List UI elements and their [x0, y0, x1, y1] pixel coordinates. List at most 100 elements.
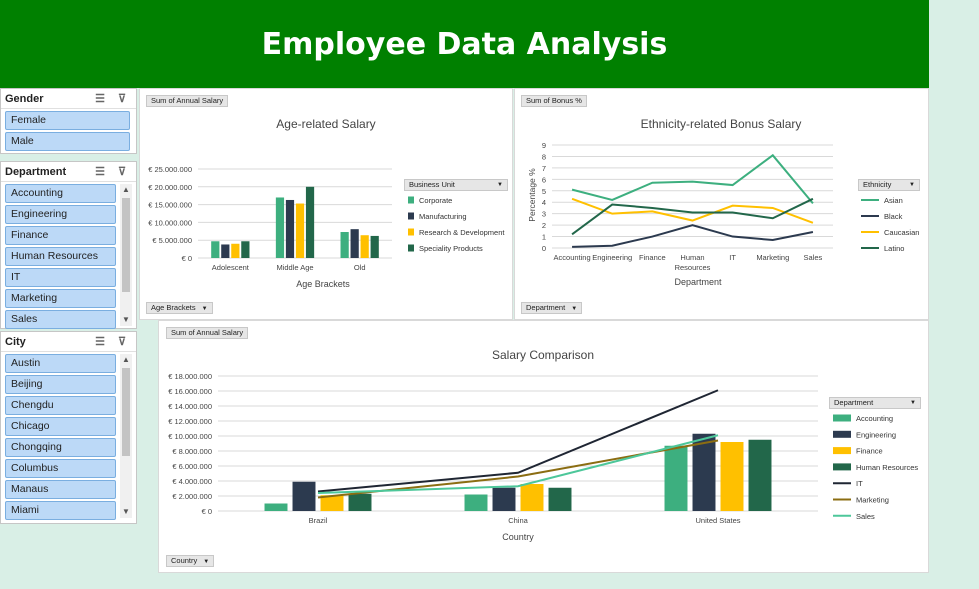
title-banner: Employee Data Analysis — [0, 0, 929, 88]
line-it — [317, 389, 719, 493]
slicer-item-finance[interactable]: Finance — [5, 226, 116, 245]
ethnicity-bonus-chart: Ethnicity-related Bonus Salary 0 1 2 3 4 5 6 7 8 9… — [527, 117, 919, 287]
slicer-item-female[interactable]: Female — [5, 111, 130, 130]
legend-label-engineering: Engineering — [856, 430, 896, 439]
legend-field-button[interactable]: Department ▼ — [829, 397, 921, 409]
slicer-items: Female Male — [1, 109, 136, 151]
bar-finance-united-states — [720, 442, 744, 511]
clear-filter-icon[interactable]: ⊽ — [117, 92, 127, 105]
slicer-item-it[interactable]: IT — [5, 268, 116, 287]
y-tick-label: € 4.000.000 — [172, 477, 212, 486]
y-tick-label: 2 — [542, 221, 546, 230]
salary-comparison-chart: Salary Comparison € 0 € 2.000.000 € 4.000.0… — [168, 348, 918, 542]
y-axis-label: Percentage % — [527, 168, 537, 222]
axis-field-label: Country — [171, 556, 198, 565]
scroll-down-icon[interactable]: ▼ — [122, 507, 130, 516]
x-tick-label: China — [508, 516, 528, 525]
y-tick-label: 9 — [542, 141, 546, 150]
slicer-item-miami[interactable]: Miami — [5, 501, 116, 520]
scrollbar[interactable]: ▲ ▼ — [120, 354, 132, 518]
scroll-thumb[interactable] — [122, 198, 130, 292]
y-tick-label: € 0 — [202, 507, 212, 516]
legend-swatch-manufacturing — [408, 212, 414, 220]
value-field-button[interactable]: Sum of Annual Salary — [146, 95, 229, 107]
legend-field-button[interactable]: Ethnicity ▼ — [858, 179, 920, 191]
slicer-item-austin[interactable]: Austin — [5, 354, 116, 373]
chevron-down-icon: ▼ — [201, 306, 208, 312]
axis-field-label: Age Brackets — [151, 303, 196, 312]
y-tick-label: 7 — [542, 164, 546, 173]
scroll-up-icon[interactable]: ▲ — [122, 355, 130, 364]
scroll-thumb[interactable] — [122, 368, 130, 456]
legend-label-it: IT — [856, 479, 863, 488]
y-tick-label: 3 — [542, 210, 546, 219]
legend-label-finance: Finance — [856, 447, 883, 456]
clear-filter-icon[interactable]: ⊽ — [117, 165, 127, 178]
multi-select-icon[interactable]: ☰ — [95, 335, 105, 348]
slicer-item-chicago[interactable]: Chicago — [5, 417, 116, 436]
slicer-item-beijing[interactable]: Beijing — [5, 375, 116, 394]
axis-field-button[interactable]: Department ▼ — [521, 302, 583, 314]
slicer-header: City ☰ ⊽ — [1, 332, 136, 352]
slicer-item-human-resources[interactable]: Human Resources — [5, 247, 116, 266]
slicer-item-chongqing[interactable]: Chongqing — [5, 438, 116, 457]
bar-research-development-adolescent — [231, 243, 240, 258]
age-salary-chart: Age-related Salary € 0 € 5.000.000 € 10.000… — [148, 117, 505, 289]
axis-field-button[interactable]: Age Brackets ▼ — [146, 302, 213, 314]
legend-swatch-human-resources — [833, 463, 851, 471]
legend-swatch-research-development — [408, 228, 414, 236]
value-field-button[interactable]: Sum of Annual Salary — [166, 327, 249, 339]
legend-label-manufacturing: Manufacturing — [419, 212, 467, 221]
y-tick-label: € 18.000.000 — [168, 372, 212, 381]
slicer-item-chengdu[interactable]: Chengdu — [5, 396, 116, 415]
clear-filter-icon[interactable]: ⊽ — [117, 335, 127, 348]
legend-label-black: Black — [884, 212, 903, 221]
y-tick-label: € 6.000.000 — [172, 462, 212, 471]
slicer-item-engineering[interactable]: Engineering — [5, 205, 116, 224]
line-sales — [317, 434, 719, 494]
multi-select-icon[interactable]: ☰ — [95, 92, 105, 105]
chevron-down-icon: ▼ — [203, 559, 210, 565]
legend-field-label: Department — [834, 398, 874, 407]
age-salary-panel: Sum of Annual Salary Age-related Salary €… — [139, 88, 513, 320]
y-tick-label: € 20.000.000 — [148, 183, 192, 192]
value-field-button[interactable]: Sum of Bonus % — [521, 95, 587, 107]
legend-label-research-development: Research & Development — [419, 228, 505, 237]
legend-label-accounting: Accounting — [856, 414, 893, 423]
slicer-item-accounting[interactable]: Accounting — [5, 184, 116, 203]
page-title: Employee Data Analysis — [261, 26, 668, 62]
y-tick-label: 8 — [542, 152, 546, 161]
slicer-item-marketing[interactable]: Marketing — [5, 289, 116, 308]
y-tick-label: € 10.000.000 — [148, 218, 192, 227]
multi-select-icon[interactable]: ☰ — [95, 165, 105, 178]
city-slicer: City ☰ ⊽ Austin Beijing Chengdu Chicago … — [0, 331, 137, 524]
axis-field-button[interactable]: Country ▼ — [166, 555, 215, 567]
legend-field-button[interactable]: Business Unit ▼ — [404, 179, 508, 191]
bar-speciality-products-middle-age — [305, 186, 315, 258]
chevron-down-icon: ▼ — [910, 400, 916, 406]
scroll-up-icon[interactable]: ▲ — [122, 185, 130, 194]
slicer-item-manaus[interactable]: Manaus — [5, 480, 116, 499]
legend-swatch-corporate — [408, 196, 414, 204]
line-black — [572, 224, 814, 248]
y-tick-label: € 2.000.000 — [172, 492, 212, 501]
bar-human-resources-brazil — [348, 493, 372, 511]
slicer-item-columbus[interactable]: Columbus — [5, 459, 116, 478]
scrollbar[interactable]: ▲ ▼ — [120, 184, 132, 326]
bar-human-resources-china — [548, 487, 572, 511]
y-tick-label: € 12.000.000 — [168, 417, 212, 426]
slicer-item-sales[interactable]: Sales — [5, 310, 116, 329]
scroll-down-icon[interactable]: ▼ — [122, 315, 130, 324]
bar-engineering-china — [492, 487, 516, 511]
y-tick-label: 4 — [542, 198, 546, 207]
chevron-down-icon: ▼ — [909, 182, 915, 188]
x-tick-label: Human — [680, 253, 704, 262]
x-axis-label: Age Brackets — [296, 279, 350, 289]
legend-field-label: Ethnicity — [863, 180, 892, 189]
x-tick-label: Marketing — [756, 253, 789, 262]
x-tick-label: United States — [695, 516, 740, 525]
slicer-item-male[interactable]: Male — [5, 132, 130, 151]
y-tick-label: € 8.000.000 — [172, 447, 212, 456]
salary-comparison-panel: Sum of Annual Salary Salary Comparison € … — [158, 320, 929, 573]
x-tick-label: Engineering — [592, 253, 632, 262]
